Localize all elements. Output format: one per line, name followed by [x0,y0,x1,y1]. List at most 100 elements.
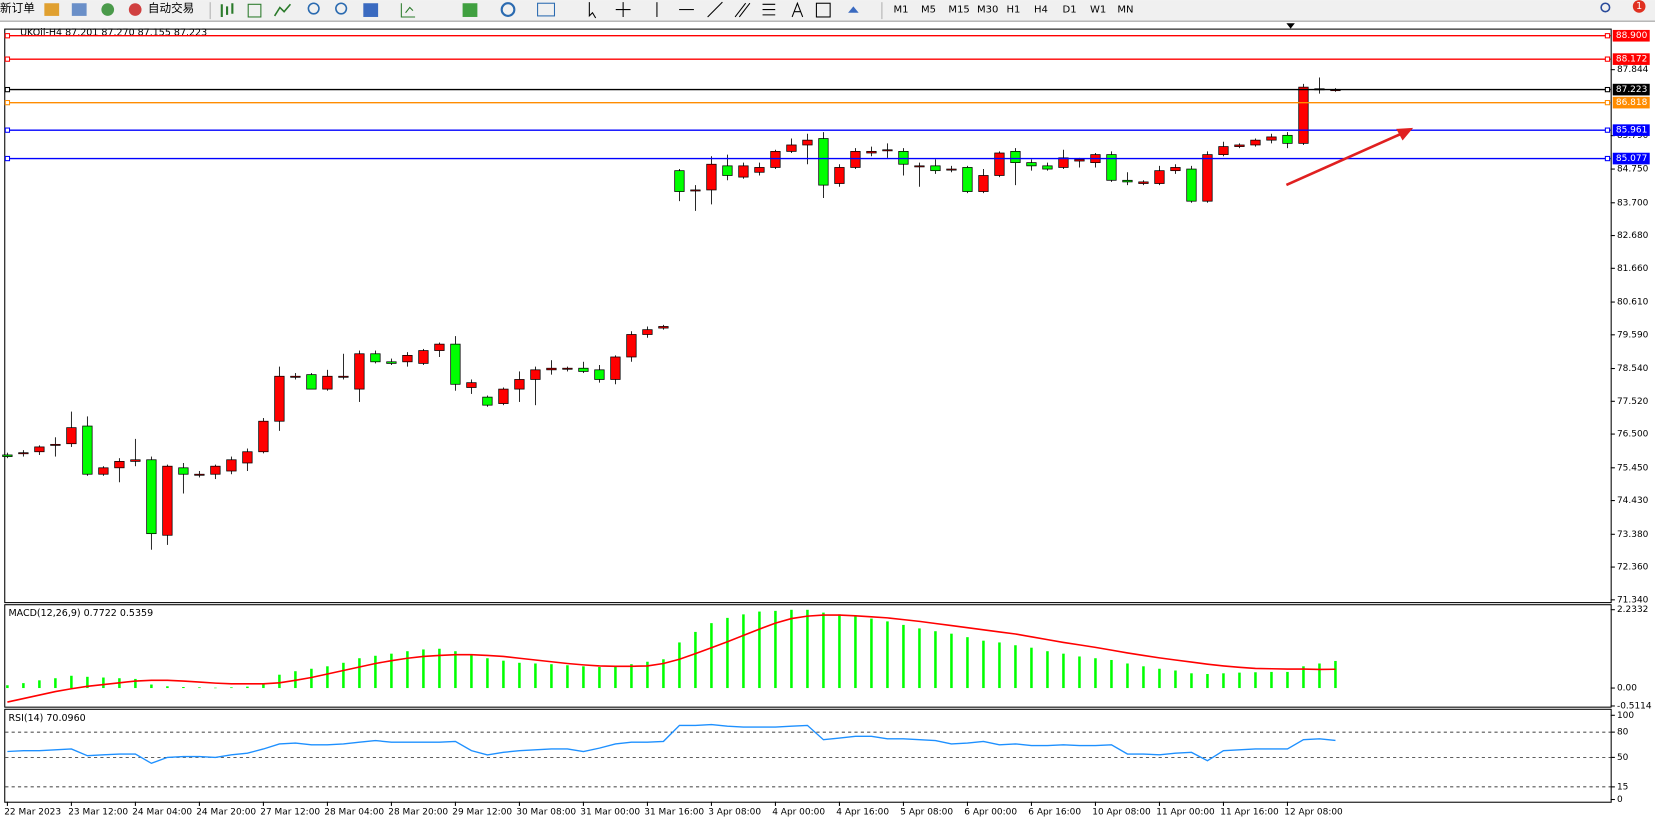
new-order[interactable]: 新订单 [0,1,35,15]
icon[interactable] [537,2,556,17]
x-tick-label: 29 Mar 12:00 [452,808,512,818]
icon[interactable] [273,3,292,17]
macd-bar [470,654,473,689]
macd-bar [374,655,377,689]
candle-body [1234,144,1245,147]
timeframe-button[interactable]: M15 [948,5,969,16]
candle-body [626,334,637,358]
timeframe-button[interactable]: D1 [1062,5,1076,16]
macd-bar [22,683,25,689]
fibo-tool[interactable] [762,3,776,16]
icon[interactable] [462,3,478,17]
macd-bar [950,633,953,689]
candle-body [1154,170,1165,184]
macd-bar [678,642,681,689]
y-tick-label: 85.790 [1617,131,1649,141]
candle-body [754,167,765,173]
level-handle [4,86,11,93]
level-handle [4,99,11,106]
timeframe-button[interactable]: M30 [977,5,998,16]
macd-bar [870,618,873,689]
macd-bar [86,676,89,689]
macd-bar [486,658,489,689]
trendline-tool[interactable] [707,1,723,18]
macd-bar [758,611,761,689]
candle-body [1202,154,1213,202]
icon[interactable] [71,3,87,16]
candle-body [402,355,413,363]
candle-body [1266,136,1277,141]
y-tick-label: 72.360 [1617,563,1649,573]
macd-bar [278,674,281,689]
icon[interactable] [500,2,516,17]
candle-body [738,165,749,178]
macd-bar [1094,658,1097,689]
macd-bar [710,623,713,689]
cursor[interactable] [588,2,597,19]
candle-body [498,388,509,404]
channel-tool[interactable] [734,2,751,18]
price-label: 88.900 [1616,31,1648,41]
icon[interactable] [44,3,60,16]
timeframe-button[interactable]: W1 [1090,5,1106,16]
candle-body [514,379,525,390]
macd-bar [1190,673,1193,689]
candle-body [306,374,317,390]
candle-body [210,465,221,475]
y-tick-label: 100 [1617,711,1634,721]
level-handle [1604,56,1611,62]
auto-trading[interactable]: 自动交易 [148,1,194,15]
y-tick-label: 80.610 [1617,298,1649,308]
arrows-tool[interactable] [848,6,859,13]
icon[interactable] [101,3,115,16]
candle-body [786,144,797,152]
level-handle [4,155,11,162]
x-tick-label: 11 Apr 00:00 [1156,808,1215,818]
macd-panel-frame [4,604,1612,708]
timeframe-button[interactable]: M1 [894,5,909,16]
arrow-head [1396,127,1414,141]
icon[interactable] [247,3,262,18]
icon[interactable] [128,3,142,16]
zoom-in[interactable] [307,2,320,15]
y-tick-label: 78.540 [1617,364,1649,374]
x-tick-label: 6 Apr 16:00 [1028,808,1081,818]
icon[interactable] [363,3,379,17]
y-tick-label: 74.430 [1617,496,1649,506]
macd-bar [1286,671,1289,689]
y-tick-label: 0 [1617,795,1623,805]
macd-bar [982,640,985,689]
macd-bar [102,677,105,689]
timeframe-button[interactable]: H4 [1034,5,1048,16]
macd-bar [838,614,841,689]
timeframe-button[interactable]: H1 [1007,5,1021,16]
y-tick-label: 80 [1617,728,1629,738]
notification-badge[interactable] [1632,0,1646,13]
level-handle [4,56,11,62]
x-tick-label: 10 Apr 08:00 [1092,808,1151,818]
timeframe-button[interactable]: MN [1117,5,1133,16]
crosshair[interactable] [615,2,631,17]
macd-bar [1126,663,1129,689]
macd-bar [326,666,329,689]
text-tool[interactable] [791,1,804,18]
zoom-out[interactable] [335,2,348,15]
macd-bar [646,661,649,689]
candle-body [1138,181,1149,184]
candle-body [914,165,925,168]
icon[interactable] [220,3,234,17]
icon[interactable] [400,3,416,18]
price-label-bg [1612,124,1650,136]
timeframe-button[interactable]: M5 [921,5,936,16]
macd-bar [502,660,505,689]
search[interactable] [1600,2,1611,13]
macd-bar [566,665,569,689]
candle-body [978,175,989,192]
y-tick-label: 2.2332 [1617,605,1648,615]
label-tool[interactable] [815,2,831,18]
macd-bar [582,666,585,689]
level-handle [4,33,11,39]
candle-body [850,151,861,168]
x-tick-label: 30 Mar 08:00 [516,808,576,818]
